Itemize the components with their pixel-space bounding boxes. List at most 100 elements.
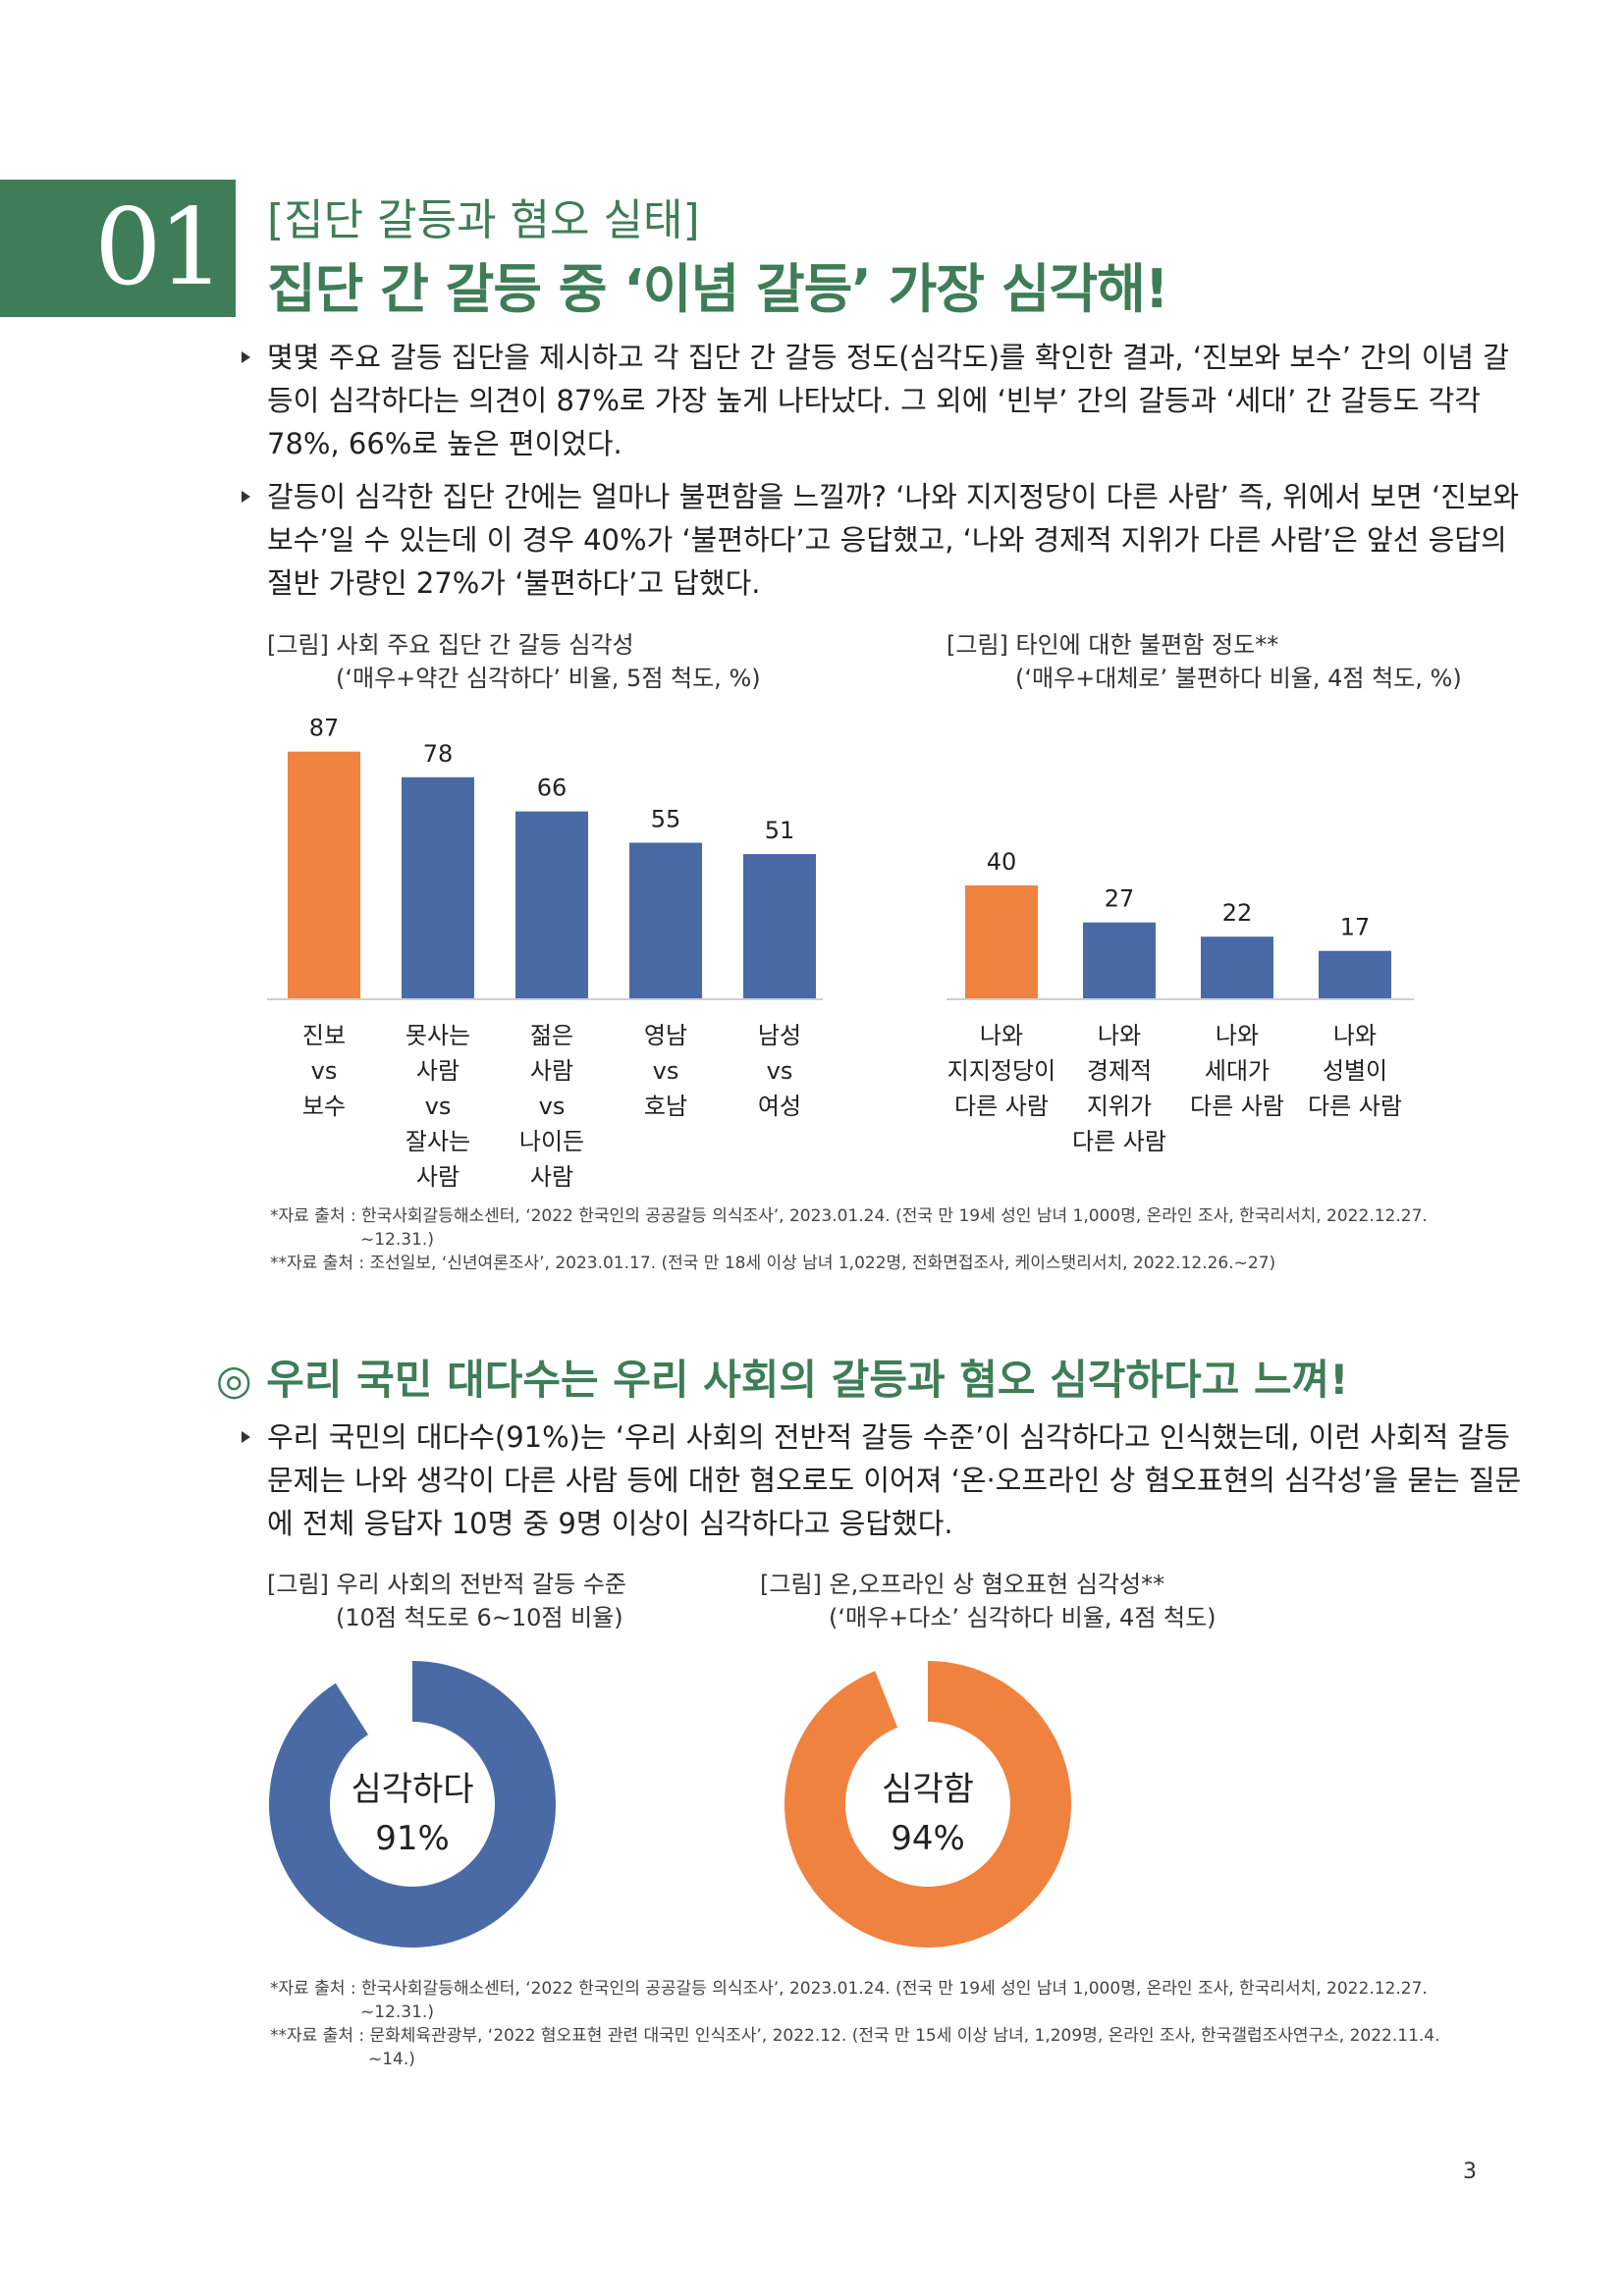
bar [743,854,816,999]
section-number: 01 [94,187,225,309]
chart1-caption: [그림] 사회 주요 집단 간 갈등 심각성 (‘매우+약간 심각하다’ 비율,… [267,628,761,695]
category-label: 경제적 [1087,1057,1152,1085]
paragraph-line: 보수’일 수 있는데 이 경우 40%가 ‘불편하다’고 응답했고, ‘나와 경… [267,523,1507,557]
section-subtitle: [집단 갈등과 혐오 실태] [267,195,700,245]
donut-center-label: 심각하다 [351,1770,473,1809]
category-label: 보수 [302,1093,346,1120]
category-label: 다른 사람 [954,1093,1049,1120]
category-label: 진보 [302,1022,346,1049]
category-label: vs [539,1093,566,1120]
bar [288,751,360,999]
paragraph-line: 우리 국민의 대다수(91%)는 ‘우리 사회의 전반적 갈등 수준’이 심각하… [267,1420,1510,1454]
category-label: 다른 사람 [1072,1128,1166,1155]
chart1-caption-subtitle: (‘매우+약간 심각하다’ 비율, 5점 척도, %) [336,665,761,692]
category-label: 성별이 [1323,1057,1387,1085]
chart3-caption-title: [그림] 우리 사회의 전반적 갈등 수준 [267,1571,626,1598]
chart4-caption-title: [그림] 온,오프라인 상 혐오표현 심각성** [760,1571,1165,1598]
page-number: 3 [1463,2160,1477,2184]
donut-center-value: 91% [375,1819,450,1858]
bar [629,842,702,999]
source-note: **자료 출처 : 조선일보, ‘신년여론조사’, 2023.01.17. (전… [270,1254,1276,1273]
category-label: 세대가 [1205,1057,1270,1085]
paragraph-1: 몇몇 주요 갈등 집단을 제시하고 각 집단 간 갈등 정도(심각도)를 확인한… [242,336,1509,465]
chart4-caption-subtitle: (‘매우+다소’ 심각하다 비율, 4점 척도) [829,1604,1217,1631]
category-label: 지위가 [1087,1093,1152,1120]
category-label: vs [425,1093,452,1120]
donut-slice [268,1661,556,1948]
chart4-caption: [그림] 온,오프라인 상 혐오표현 심각성** (‘매우+다소’ 심각하다 비… [760,1568,1217,1634]
source-note: **자료 출처 : 문화체육관광부, ‘2022 혐오표현 관련 대국민 인식조… [270,2026,1440,2046]
category-label: 젊은 [530,1022,573,1049]
paragraph-line: 절반 가량인 27%가 ‘불편하다’고 답했다. [267,566,761,600]
paragraph-line: 에 전체 응답자 10명 중 9명 이상이 심각하다고 응답했다. [267,1507,953,1540]
chart3-caption-subtitle: (10점 척도로 6~10점 비율) [336,1604,623,1631]
bar [1083,922,1156,999]
bar-value-label: 17 [1340,914,1371,941]
category-label: 영남 [644,1022,687,1049]
source-notes-top: *자료 출처 : 한국사회갈등해소센터, ‘2022 한국인의 공공갈등 의식조… [270,1204,1428,1275]
paragraph-line: 78%, 66%로 높은 편이었다. [267,427,622,460]
section-number-block [0,180,236,317]
donut-center-value: 94% [891,1819,965,1858]
bar-value-label: 87 [309,715,340,742]
paragraph-line: 갈등이 심각한 집단 간에는 얼마나 불편함을 느낄까? ‘나와 지지정당이 다… [267,480,1520,513]
source-note: *자료 출처 : 한국사회갈등해소센터, ‘2022 한국인의 공공갈등 의식조… [270,1979,1428,1999]
category-label: 나이든 [519,1128,584,1155]
category-label: 잘사는 [406,1128,470,1155]
paragraph-2: 갈등이 심각한 집단 간에는 얼마나 불편함을 느낄까? ‘나와 지지정당이 다… [242,475,1520,605]
category-label: 나와 [1216,1022,1259,1049]
chart2-caption: [그림] 타인에 대한 불편함 정도** (‘매우+대체로’ 불편하다 비율, … [947,628,1462,695]
section-title: 집단 간 갈등 중 ‘이념 갈등’ 가장 심각해! [267,258,1168,320]
bar [515,811,588,999]
chart2-caption-title: [그림] 타인에 대한 불편함 정도** [947,631,1279,659]
bar [402,776,474,999]
category-label: 남성 [758,1022,801,1049]
category-label: 못사는 [406,1022,470,1049]
source-note: ~12.31.) [360,1230,434,1250]
donut-slice [784,1661,1071,1948]
bar [1319,950,1391,999]
bullet-arrow-icon [242,1431,250,1443]
bar-value-label: 78 [423,740,454,768]
category-label: 사람 [416,1057,460,1085]
bar-value-label: 66 [537,774,568,802]
hate-speech-donut-chart: 심각함 94% [784,1661,1071,1948]
bar-value-label: 51 [765,817,795,844]
source-notes-bottom: *자료 출처 : 한국사회갈등해소센터, ‘2022 한국인의 공공갈등 의식조… [270,1977,1440,2071]
category-label: 다른 사람 [1190,1093,1284,1120]
paragraph-line: 등이 심각하다는 의견이 87%로 가장 높게 나타났다. 그 외에 ‘빈부’ … [267,384,1481,417]
category-label: 지지정당이 [947,1057,1055,1085]
bullet-arrow-icon [242,491,250,503]
paragraph-line: 몇몇 주요 갈등 집단을 제시하고 각 집단 간 갈등 정도(심각도)를 확인한… [267,341,1509,374]
category-label: 여성 [758,1093,801,1120]
paragraph-line: 문제는 나와 생각이 다른 사람 등에 대한 혐오로도 이어져 ‘온·오프라인 … [267,1464,1522,1497]
conflict-severity-bar-chart: 87진보vs보수78못사는사람vs잘사는사람66젊은사람vs나이든사람55영남v… [267,715,823,1191]
category-label: 호남 [644,1093,687,1120]
bar-value-label: 22 [1222,899,1253,927]
donut-center-label: 심각함 [882,1770,974,1809]
source-note: ~14.) [368,2050,415,2069]
category-label: 사람 [530,1163,573,1191]
category-label: 사람 [530,1057,573,1085]
chart2-caption-subtitle: (‘매우+대체로’ 불편하다 비율, 4점 척도, %) [1015,665,1462,692]
category-label: 나와 [980,1022,1023,1049]
overall-conflict-donut-chart: 심각하다 91% [268,1661,556,1948]
category-label: vs [311,1057,338,1085]
bar-value-label: 27 [1105,885,1135,913]
bar [965,885,1038,999]
paragraph-3: 우리 국민의 대다수(91%)는 ‘우리 사회의 전반적 갈등 수준’이 심각하… [242,1415,1522,1545]
bar-value-label: 55 [651,806,681,833]
chart1-caption-title: [그림] 사회 주요 집단 간 갈등 심각성 [267,631,634,659]
source-note: ~12.31.) [360,2002,434,2022]
category-label: vs [653,1057,679,1085]
chart3-caption: [그림] 우리 사회의 전반적 갈등 수준 (10점 척도로 6~10점 비율) [267,1568,626,1634]
category-label: 다른 사람 [1308,1093,1402,1120]
category-label: 나와 [1098,1022,1141,1049]
category-label: vs [767,1057,793,1085]
bar-value-label: 40 [987,848,1017,876]
source-note: *자료 출처 : 한국사회갈등해소센터, ‘2022 한국인의 공공갈등 의식조… [270,1206,1428,1226]
section2-title: ◎ 우리 국민 대다수는 우리 사회의 갈등과 혐오 심각하다고 느껴! [216,1356,1349,1404]
category-label: 사람 [416,1163,460,1191]
category-label: 나와 [1333,1022,1377,1049]
